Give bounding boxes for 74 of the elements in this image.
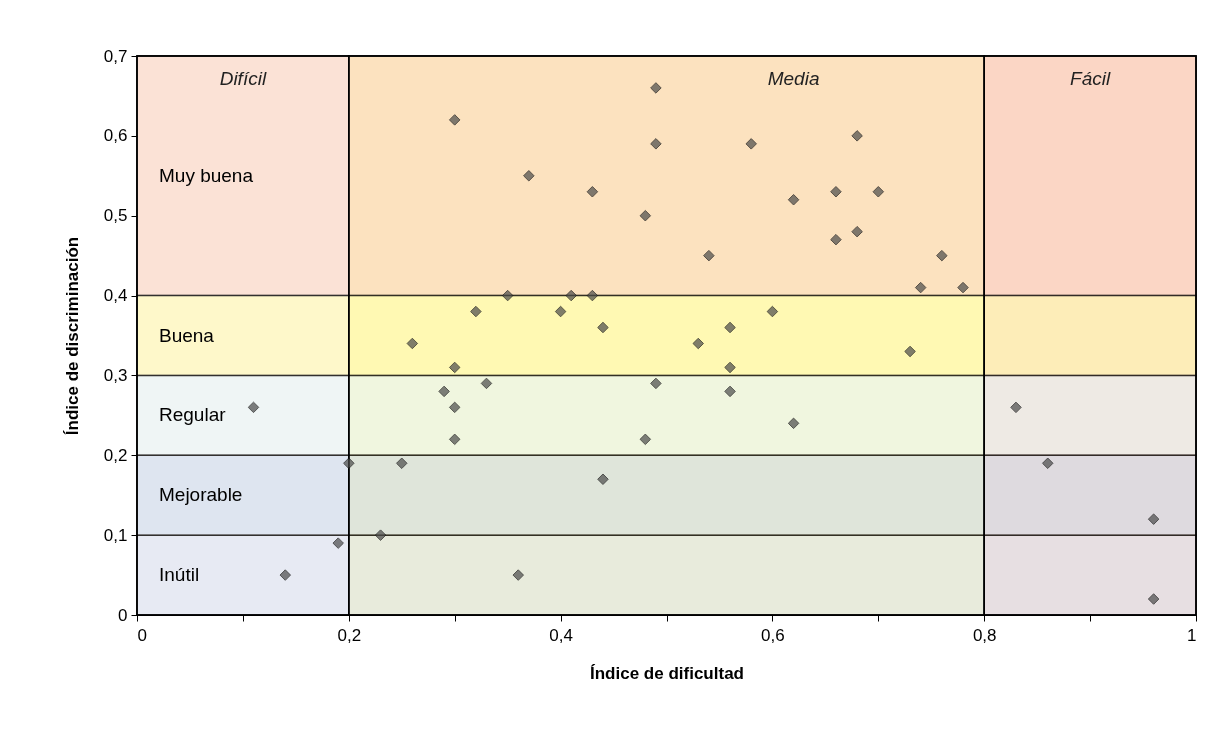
- x-tick-label: 0,6: [761, 625, 785, 645]
- point: [650, 377, 662, 390]
- point: [406, 337, 419, 350]
- point: [703, 249, 715, 262]
- point: [470, 305, 482, 318]
- point: [374, 529, 387, 541]
- point: [1147, 513, 1160, 525]
- x-tick-label: 0,4: [549, 625, 573, 645]
- band-label: Mejorable: [159, 484, 243, 506]
- point: [650, 138, 662, 150]
- y-tick-label: 0,1: [103, 525, 128, 545]
- point: [692, 337, 705, 350]
- point: [279, 569, 291, 581]
- point: [597, 473, 609, 485]
- band-label: Buena: [159, 324, 215, 346]
- point: [766, 305, 779, 318]
- x-tick-label: 0,2: [337, 625, 362, 645]
- band-label: Muy buena: [159, 164, 254, 186]
- point: [914, 281, 927, 294]
- band-label: Difícil: [219, 68, 267, 89]
- point: [247, 401, 260, 414]
- point: [650, 82, 662, 94]
- point: [554, 305, 567, 318]
- point: [448, 361, 461, 374]
- y-tick-label: 0,2: [103, 445, 128, 465]
- point: [396, 457, 408, 470]
- y-tick-label: 0: [118, 605, 128, 625]
- point: [639, 209, 652, 222]
- y-tick-label: 0,4: [103, 286, 128, 306]
- point: [724, 321, 736, 334]
- y-tick-label: 0,7: [103, 46, 128, 66]
- point: [724, 385, 736, 398]
- point: [480, 377, 493, 390]
- point: [830, 186, 842, 198]
- point: [597, 321, 609, 334]
- point: [872, 186, 885, 198]
- point: [565, 289, 577, 302]
- point: [787, 417, 800, 430]
- x-tick-label: 1: [1187, 625, 1197, 645]
- point: [1010, 401, 1022, 414]
- point: [586, 186, 599, 198]
- x-tick-label: 0,8: [972, 625, 997, 645]
- point: [745, 138, 757, 150]
- point: [586, 289, 599, 302]
- point: [1147, 593, 1160, 605]
- point: [512, 569, 524, 581]
- y-tick-label: 0,6: [103, 126, 128, 146]
- point: [1042, 457, 1054, 470]
- point: [448, 433, 461, 446]
- point: [851, 225, 863, 238]
- point: [501, 289, 514, 302]
- band-label: Inútil: [159, 564, 200, 586]
- x-tick-label: 0: [137, 625, 147, 645]
- point: [936, 249, 948, 262]
- point: [448, 401, 461, 414]
- band-label: Media: [767, 68, 820, 89]
- y-tick-label: 0,5: [103, 206, 128, 226]
- point: [639, 433, 652, 446]
- band-label: Regular: [159, 404, 227, 426]
- point: [904, 345, 916, 358]
- x-axis-title: Índice de dificultad: [590, 663, 744, 683]
- point: [851, 130, 863, 142]
- point: [448, 114, 461, 126]
- point: [438, 385, 450, 398]
- point: [957, 281, 969, 294]
- point: [343, 457, 355, 470]
- y-tick-label: 0,3: [103, 365, 128, 385]
- point: [787, 194, 800, 206]
- point: [724, 361, 736, 374]
- band-label: Fácil: [1070, 68, 1111, 89]
- point: [523, 170, 535, 182]
- point: [332, 537, 344, 549]
- point: [830, 233, 842, 246]
- y-axis-title: Índice de discriminación: [62, 236, 82, 436]
